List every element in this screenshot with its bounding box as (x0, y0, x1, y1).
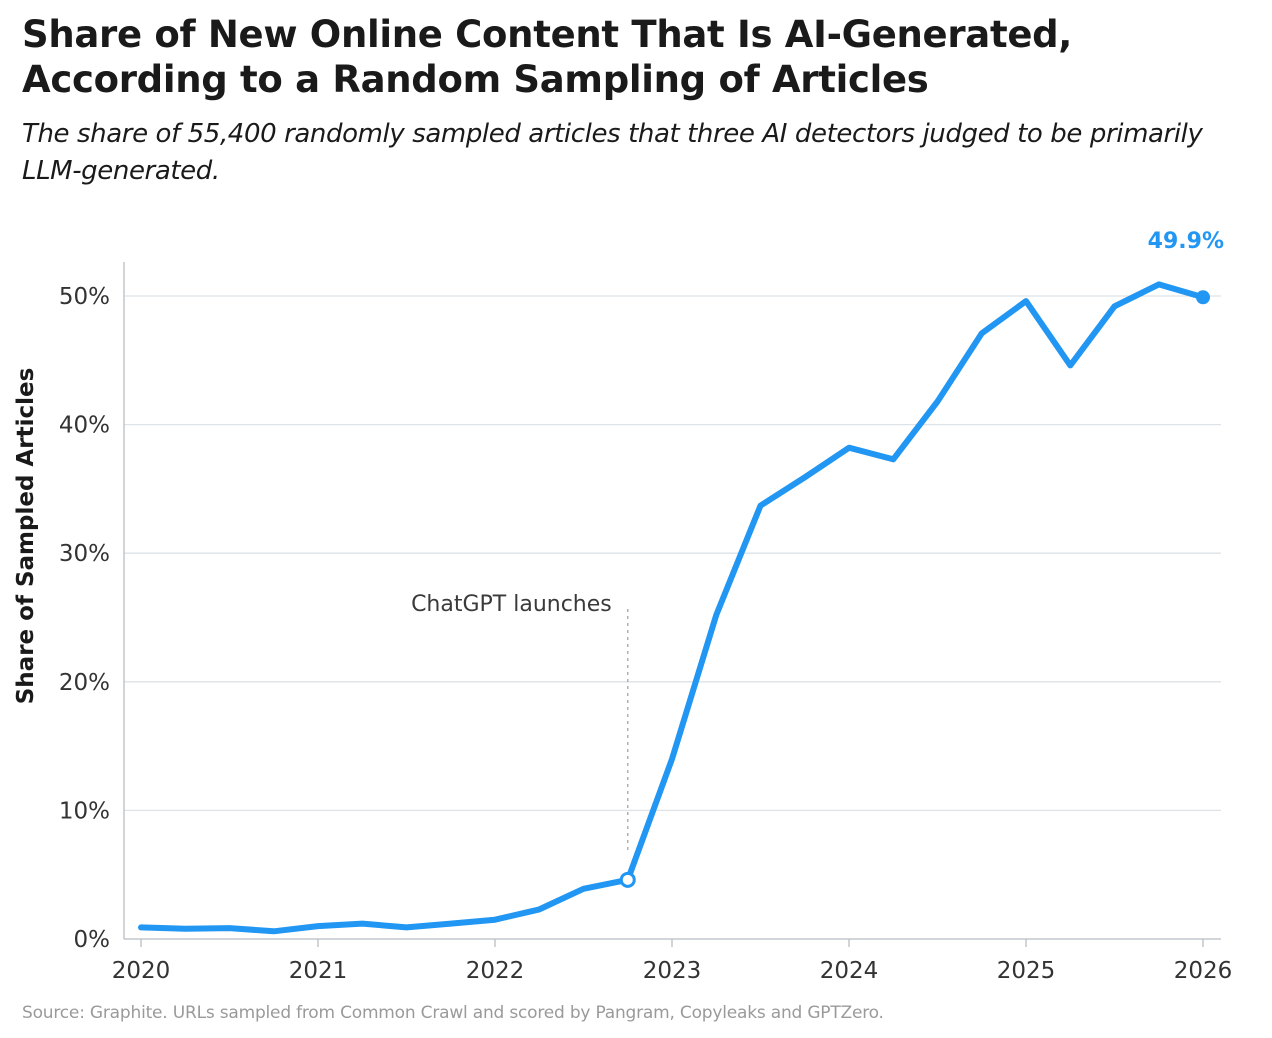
x-tick-label: 2025 (997, 958, 1056, 984)
line-chart: 0% 10% 20% 30% 40% 50% 2020 2021 2022 2023 2024 202… (13, 229, 1232, 984)
y-axis-title: Share of Sampled Articles (13, 368, 39, 705)
source-note: Source: Graphite. URLs sampled from Comm… (22, 1003, 884, 1023)
annotation-marker (619, 871, 636, 888)
annotations: ChatGPT launches (411, 592, 629, 850)
x-tick-label: 2023 (643, 958, 702, 984)
series: 49.9% (138, 229, 1224, 935)
annotation-label: ChatGPT launches (411, 592, 612, 617)
x-tick-label: 2020 (112, 958, 171, 984)
series-line (138, 281, 1206, 935)
y-tick-label: 0% (74, 927, 111, 953)
x-tick-label: 2026 (1174, 958, 1233, 984)
chart-title: Share of New Online Content That Is AI-G… (22, 13, 1073, 101)
y-tick-label: 20% (59, 670, 110, 696)
y-tick-label: 50% (59, 284, 110, 310)
y-tick-label: 30% (59, 541, 110, 567)
y-tick-label: 10% (59, 798, 110, 824)
axes: 0% 10% 20% 30% 40% 50% 2020 2021 2022 2023 2024 202… (59, 262, 1232, 984)
x-tick-label: 2024 (820, 958, 879, 984)
x-tick-label: 2021 (289, 958, 348, 984)
chart-subtitle: The share of 55,400 randomly sampled art… (22, 119, 1203, 186)
grid-lines (124, 295, 1221, 812)
end-point-marker (1196, 290, 1210, 305)
end-value-label: 49.9% (1148, 229, 1224, 254)
x-tick-label: 2022 (466, 958, 525, 984)
y-tick-label: 40% (59, 413, 110, 439)
